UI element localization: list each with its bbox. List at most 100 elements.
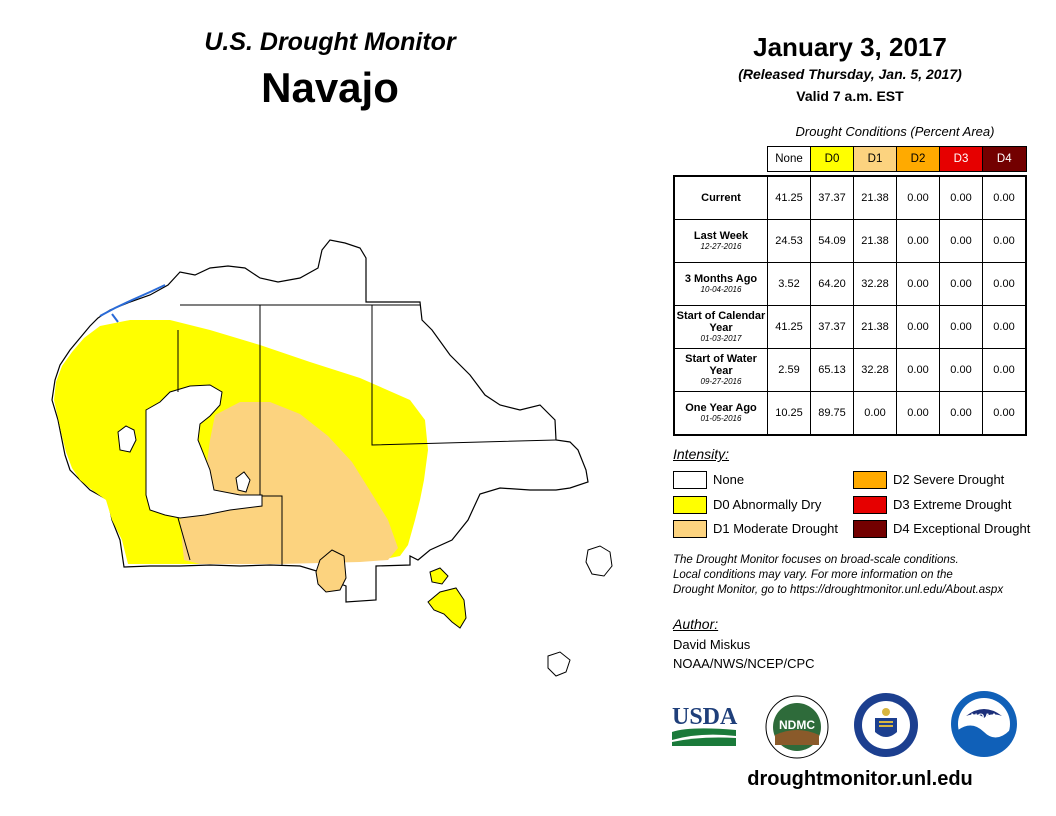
- table-cell: 0.00: [896, 175, 940, 220]
- row-label-text: One Year Ago: [685, 402, 757, 414]
- table-cell: 0.00: [939, 391, 983, 436]
- table-row: Start of Calendar Year 01-03-2017 41.25 37.…: [673, 305, 1027, 349]
- footnote-line: Drought Monitor, go to https://droughtmo…: [673, 584, 1004, 596]
- author-organization: NOAA/NWS/NCEP/CPC: [673, 656, 815, 671]
- table-cell: 0.00: [982, 175, 1027, 220]
- table-cell: 2.59: [767, 348, 811, 392]
- row-label-date: 10-04-2016: [700, 285, 742, 294]
- column-header-d4: D4: [982, 146, 1027, 172]
- table-cell: 21.38: [853, 305, 897, 349]
- drought-map: [51, 239, 613, 677]
- intensity-heading: Intensity:: [673, 446, 730, 462]
- legend-swatch: [853, 496, 887, 514]
- ndmc-logo-text: NDMC: [779, 718, 815, 732]
- legend-swatch: [673, 471, 707, 489]
- row-label-text: Start of Calendar Year: [676, 310, 766, 334]
- table-cell: 0.00: [939, 262, 983, 306]
- table-cell: 3.52: [767, 262, 811, 306]
- noaa-logo: NOAA: [951, 691, 1017, 757]
- noaa-logo-text: NOAA: [971, 712, 998, 722]
- table-cell: 41.25: [767, 175, 811, 220]
- river: [99, 284, 166, 323]
- table-cell: 37.37: [810, 305, 854, 349]
- row-label: Last Week 12-27-2016: [673, 219, 768, 263]
- table-cell: 21.38: [853, 175, 897, 220]
- table-caption: Drought Conditions (Percent Area): [795, 124, 995, 139]
- region-name: Navajo: [261, 64, 399, 111]
- table-row: One Year Ago 01-05-2016 10.25 89.75 0.00 0.00…: [673, 391, 1027, 436]
- commerce-seal-logo: [854, 693, 918, 757]
- footnote: The Drought Monitor focuses on broad-sca…: [673, 553, 1043, 598]
- table-cell: 0.00: [982, 219, 1027, 263]
- d1-outlier-region: [315, 549, 347, 593]
- table-cell: 0.00: [982, 262, 1027, 306]
- outlier-boundary: [547, 651, 571, 677]
- row-label-text: Current: [701, 192, 741, 204]
- table-row: Start of Water Year 09-27-2016 2.59 65.13 32…: [673, 348, 1027, 392]
- table-cell: 54.09: [810, 219, 854, 263]
- ndmc-logo: NDMC: [765, 695, 829, 759]
- row-label-text: Last Week: [693, 230, 749, 242]
- table-cell: 32.28: [853, 348, 897, 392]
- release-date: (Released Thursday, Jan. 5, 2017): [738, 66, 962, 82]
- website-url[interactable]: droughtmonitor.unl.edu: [747, 768, 973, 790]
- table-cell: 65.13: [810, 348, 854, 392]
- row-label-text: Start of Water Year: [685, 353, 757, 377]
- drought-conditions-table: None D0 D1 D2 D3 D4 Current 41.25 37.37 21.…: [673, 146, 1027, 436]
- table-cell: 0.00: [896, 348, 940, 392]
- table-cell: 89.75: [810, 391, 854, 436]
- table-cell: 0.00: [939, 305, 983, 349]
- legend-label: D0 Abnormally Dry: [713, 497, 822, 512]
- table-cell: 0.00: [982, 305, 1027, 349]
- map-product-title: U.S. Drought Monitor: [204, 28, 456, 56]
- table-cell: 0.00: [896, 219, 940, 263]
- table-row: Current 41.25 37.37 21.38 0.00 0.00 0.00: [673, 175, 1027, 220]
- table-corner: [674, 146, 768, 172]
- legend-label: D1 Moderate Drought: [713, 521, 839, 536]
- table-cell: 0.00: [939, 348, 983, 392]
- footnote-line: Local conditions may vary. For more info…: [673, 569, 953, 581]
- valid-time: Valid 7 a.m. EST: [796, 88, 904, 104]
- d1-region: [180, 402, 398, 564]
- column-header-d0: D0: [810, 146, 854, 172]
- legend-swatch: [673, 520, 707, 538]
- table-cell: 0.00: [896, 262, 940, 306]
- legend-label: D3 Extreme Drought: [893, 497, 1012, 512]
- table-cell: 0.00: [896, 305, 940, 349]
- row-label: Start of Water Year 09-27-2016: [673, 348, 768, 392]
- table-cell: 64.20: [810, 262, 854, 306]
- table-cell: 0.00: [853, 391, 897, 436]
- legend-label: D4 Exceptional Drought: [893, 521, 1031, 536]
- row-label-text: 3 Months Ago: [684, 273, 758, 285]
- table-cell: 0.00: [939, 175, 983, 220]
- table-row: Last Week 12-27-2016 24.53 54.09 21.38 0.00 0.…: [673, 219, 1027, 263]
- row-label-date: 01-03-2017: [700, 334, 742, 343]
- column-header-d1: D1: [853, 146, 897, 172]
- table-cell: 0.00: [982, 348, 1027, 392]
- map-date: January 3, 2017: [753, 32, 947, 62]
- table-cell: 0.00: [939, 219, 983, 263]
- usda-logo: USDA: [672, 704, 738, 746]
- table-row: 3 Months Ago 10-04-2016 3.52 64.20 32.28 0.00…: [673, 262, 1027, 306]
- outlier-boundary: [585, 545, 613, 577]
- row-label-date: 09-27-2016: [700, 377, 742, 386]
- d0-outlier-region: [427, 587, 467, 629]
- white-cutout: [235, 471, 251, 493]
- legend-swatch: [853, 471, 887, 489]
- column-header-none: None: [767, 146, 811, 172]
- table-cell: 32.28: [853, 262, 897, 306]
- table-cell: 10.25: [767, 391, 811, 436]
- legend-label: None: [713, 472, 745, 487]
- row-label: Start of Calendar Year 01-03-2017: [673, 305, 768, 349]
- author-name: David Miskus: [673, 637, 751, 652]
- author-heading: Author:: [673, 616, 719, 632]
- table-cell: 0.00: [896, 391, 940, 436]
- legend-label: D2 Severe Drought: [893, 472, 1005, 487]
- column-header-d2: D2: [896, 146, 940, 172]
- table-cell: 37.37: [810, 175, 854, 220]
- d0-outlier-region: [429, 567, 449, 585]
- table-header-row: None D0 D1 D2 D3 D4: [674, 146, 1027, 172]
- internal-boundaries: [177, 304, 557, 565]
- table-cell: 21.38: [853, 219, 897, 263]
- legend-swatch: [853, 520, 887, 538]
